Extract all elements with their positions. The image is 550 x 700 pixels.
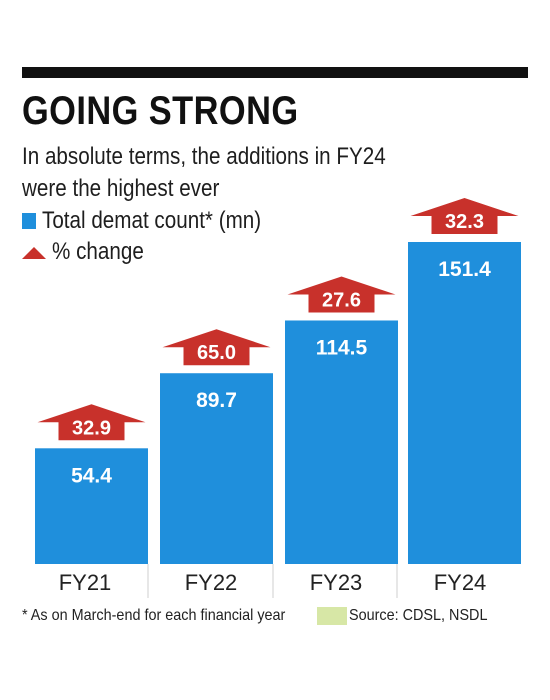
legend-item-demat-count: Total demat count* (mn) xyxy=(22,206,297,236)
pct-change-label: 65.0 xyxy=(197,342,236,364)
bar-value-label: 89.7 xyxy=(196,389,237,412)
legend-item-pct-change: % change xyxy=(22,237,159,267)
bar-value-label: 54.4 xyxy=(71,464,112,487)
chart-subtitle: In absolute terms, the additions in FY24… xyxy=(22,143,386,202)
legend-change-label: % change xyxy=(52,238,144,265)
legend-bar-label: Total demat count* (mn) xyxy=(42,207,262,234)
bar-fy23 xyxy=(285,320,398,564)
highlight-mark xyxy=(316,607,347,625)
pct-change-label: 27.6 xyxy=(322,289,361,311)
pct-change-label: 32.9 xyxy=(72,417,111,439)
chart-title: GOING STRONG xyxy=(22,89,299,133)
pct-change-arrow xyxy=(287,276,396,313)
bar-fy21 xyxy=(35,448,148,564)
source-text: Source: CDSL, NSDL xyxy=(348,607,488,624)
category-label: FY24 xyxy=(434,570,487,595)
pct-change-arrow xyxy=(410,198,519,234)
footnote: * As on March-end for each financial yea… xyxy=(22,606,502,626)
bar-fy22 xyxy=(160,373,273,564)
footnote-text: * As on March-end for each financial yea… xyxy=(22,607,286,624)
category-label: FY22 xyxy=(185,570,238,595)
pct-change-arrow xyxy=(162,329,271,366)
up-arrow-icon xyxy=(22,247,46,259)
bar-value-label: 114.5 xyxy=(316,336,368,359)
bar-fy24 xyxy=(408,242,521,564)
bar-value-label: 151.4 xyxy=(438,258,491,281)
category-label: FY21 xyxy=(59,570,112,595)
pct-change-arrow xyxy=(37,404,146,441)
pct-change-label: 32.3 xyxy=(445,211,484,233)
title-rule xyxy=(22,67,528,78)
legend-bar-swatch xyxy=(22,213,36,229)
category-label: FY23 xyxy=(310,570,363,595)
